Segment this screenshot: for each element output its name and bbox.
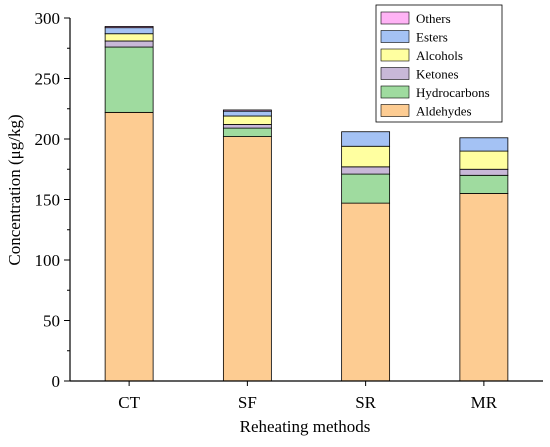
y-axis-title: Concentration (μg/kg) [5, 114, 24, 265]
legend-label-hydrocarbons: Hydrocarbons [416, 85, 490, 100]
axes-layer: CT SF SR MR 0 50 100 150 200 250 300 [35, 9, 543, 412]
legend-box [375, 4, 503, 123]
legend-label-others: Others [416, 11, 451, 26]
legend-label-aldehydes: Aldehydes [416, 104, 472, 119]
bar-segment-sf-aldehydes [222, 136, 272, 382]
bar-segment-ct-esters [104, 27, 154, 35]
y-tick-label-50: 50 [43, 312, 60, 331]
legend-swatch-esters [380, 30, 410, 43]
bar-segment-mr-ketones [459, 168, 509, 176]
bar-segment-sr-aldehydes [341, 202, 391, 382]
bar-segment-ct-alcohols [104, 33, 154, 42]
bar-segment-ct-hydrocarbons [104, 46, 154, 113]
legend-swatch-hydrocarbons [380, 85, 410, 99]
bar-segment-sf-others [222, 109, 272, 112]
bar-segment-mr-hydrocarbons [459, 174, 509, 194]
bar-segment-sf-hydrocarbons [222, 127, 272, 137]
y-tick-label-200: 200 [35, 130, 61, 149]
x-tick-label-ct: CT [118, 393, 140, 412]
x-tick-label-sf: SF [238, 393, 257, 412]
legend-label-ketones: Ketones [416, 67, 459, 82]
bar-segment-mr-aldehydes [459, 193, 509, 382]
bar-segment-ct-others [104, 26, 154, 29]
bar-segment-sr-hydrocarbons [341, 173, 391, 204]
bar-segment-sf-esters [222, 110, 272, 117]
legend-label-alcohols: Alcohols [416, 48, 463, 63]
bar-segment-mr-alcohols [459, 150, 509, 170]
bar-segment-ct-aldehydes [104, 111, 154, 382]
legend-label-esters: Esters [416, 30, 448, 45]
x-axis-title: Reheating methods [240, 417, 371, 436]
y-tick-label-250: 250 [35, 70, 61, 89]
legend-swatch-ketones [380, 67, 410, 80]
bars-layer [104, 26, 509, 382]
bar-segment-mr-esters [459, 137, 509, 152]
x-tick-label-mr: MR [471, 393, 498, 412]
y-tick-label-100: 100 [35, 251, 61, 270]
bar-segment-sf-ketones [222, 124, 272, 129]
bar-segment-sr-ketones [341, 166, 391, 175]
bar-segment-sr-esters [341, 131, 391, 147]
legend: Others Esters Alcohols Ketones Hydrocarbons A… [375, 4, 503, 123]
bar-segment-sf-alcohols [222, 115, 272, 125]
legend-swatch-aldehydes [380, 104, 410, 117]
bar-segment-sr-alcohols [341, 145, 391, 168]
y-tick-label-150: 150 [35, 191, 61, 210]
y-tick-label-300: 300 [35, 9, 61, 28]
bar-segment-ct-ketones [104, 40, 154, 48]
x-tick-label-sr: SR [355, 393, 376, 412]
legend-swatch-others [380, 11, 410, 25]
legend-swatch-alcohols [380, 48, 410, 62]
y-tick-label-0: 0 [52, 372, 61, 391]
